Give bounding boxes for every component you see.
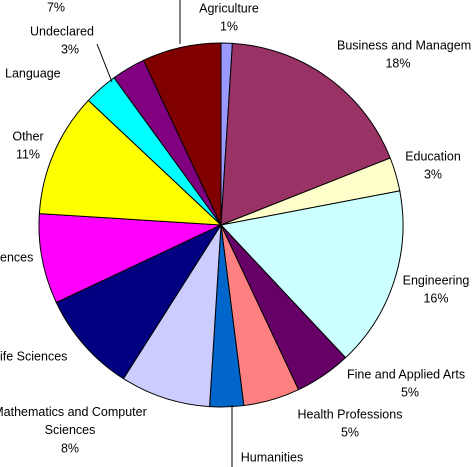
slice-label: Engineering (403, 273, 470, 287)
slice-label: Undeclared (30, 24, 94, 38)
slice-label: Humanities (241, 450, 304, 464)
slice-value-label: 1% (220, 19, 238, 33)
slice-label: ences (0, 250, 33, 264)
slice-value-label: 16% (423, 291, 448, 305)
leader-line (96, 43, 113, 83)
slice-value-label: 5% (401, 385, 419, 399)
slice-label: Other (12, 129, 43, 143)
slice-value-label: 5% (341, 425, 359, 439)
slice-label: Language (5, 66, 61, 80)
slice-label: Mathematics and Computer Sciences (0, 405, 147, 437)
pie-slice (55, 223, 223, 380)
pie-slice (38, 213, 222, 304)
slice-value-label: 3% (424, 167, 442, 181)
slice-label: ife Sciences (0, 349, 67, 363)
slice-label: Agriculture (199, 1, 259, 15)
slice-value-label: 7% (47, 0, 65, 14)
slice-value-label: 18% (385, 56, 410, 70)
slice-value-label: 11% (16, 147, 40, 161)
slice-label: Health Professions (298, 407, 403, 421)
slice-value-label: 3% (61, 42, 79, 56)
pie-slice (220, 190, 404, 359)
pie-slice (122, 224, 222, 408)
slices (38, 42, 404, 408)
pie-slice (220, 42, 391, 226)
pie-slice (142, 42, 222, 226)
slice-label: Fine and Applied Arts (347, 367, 465, 381)
pie-slice (38, 99, 223, 226)
slice-label: Education (405, 149, 461, 163)
slice-label: Business and Managem (337, 38, 471, 52)
slice-value-label: 8% (61, 441, 79, 455)
